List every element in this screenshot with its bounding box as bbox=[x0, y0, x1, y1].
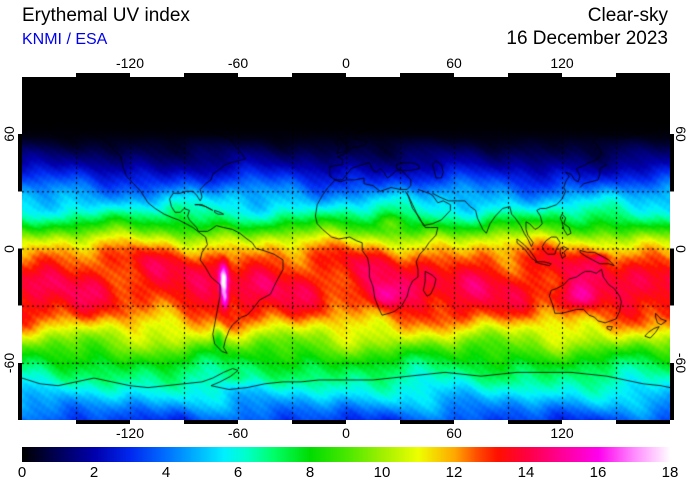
colorbar-tick-label: 8 bbox=[305, 464, 315, 481]
map-frame-right-border bbox=[670, 73, 674, 424]
lon-tick-label: 120 bbox=[550, 425, 574, 441]
colorbar-tick-label: 16 bbox=[589, 464, 607, 481]
lon-tick-label: 60 bbox=[446, 425, 462, 441]
colorbar-canvas bbox=[22, 447, 670, 462]
lon-tick-label: -120 bbox=[115, 425, 145, 441]
lon-tick-label: 120 bbox=[550, 55, 574, 71]
colorbar-tick-label: 2 bbox=[89, 464, 99, 481]
colorbar-tick-label: 18 bbox=[661, 464, 679, 481]
page-title: Erythemal UV index bbox=[22, 5, 190, 26]
lon-tick-label: 0 bbox=[342, 425, 350, 441]
colorbar-tick-label: 0 bbox=[17, 464, 27, 481]
lon-tick-label: -60 bbox=[227, 55, 249, 71]
colorbar-tick-label: 10 bbox=[373, 464, 391, 481]
lon-tick-label: -60 bbox=[227, 425, 249, 441]
map-frame-bottom-border bbox=[22, 420, 670, 424]
colorbar-tick-label: 14 bbox=[517, 464, 535, 481]
lat-tick-label: 0 bbox=[673, 244, 688, 253]
colorbar-tick-label: 6 bbox=[233, 464, 243, 481]
colorbar-tick-label: 12 bbox=[445, 464, 463, 481]
lon-tick-label: -120 bbox=[115, 55, 145, 71]
sky-condition-label: Clear-sky bbox=[587, 5, 668, 26]
lat-tick-label: -60 bbox=[673, 352, 688, 373]
lat-tick-label: -60 bbox=[1, 352, 17, 373]
map-frame-left-border bbox=[18, 73, 22, 424]
date-label: 16 December 2023 bbox=[506, 28, 668, 49]
lon-tick-label: 60 bbox=[446, 55, 462, 71]
map-frame-top-border bbox=[22, 73, 670, 77]
knmi-esa-credit: KNMI / ESA bbox=[22, 31, 108, 48]
lon-tick-label: 0 bbox=[342, 55, 350, 71]
lat-tick-label: 60 bbox=[673, 126, 688, 142]
uv-map-canvas bbox=[22, 77, 670, 420]
colorbar-tick-label: 4 bbox=[161, 464, 171, 481]
lat-tick-label: 0 bbox=[1, 244, 17, 253]
lat-tick-label: 60 bbox=[1, 126, 17, 142]
